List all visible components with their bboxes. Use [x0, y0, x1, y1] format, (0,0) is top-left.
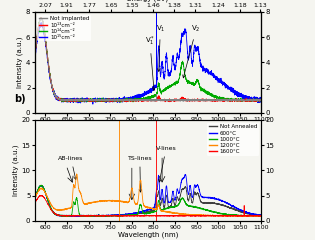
Text: TS-lines: TS-lines: [128, 156, 152, 192]
X-axis label: Energy (eV): Energy (eV): [128, 0, 169, 1]
Y-axis label: Intensity (a.u.): Intensity (a.u.): [17, 37, 23, 88]
Text: V$_2$: V$_2$: [183, 24, 201, 78]
Text: AB-lines: AB-lines: [58, 156, 84, 180]
X-axis label: Energy (eV): Energy (eV): [128, 103, 169, 109]
Text: V$_1$: V$_1$: [156, 24, 165, 72]
Text: V-lines: V-lines: [156, 146, 176, 182]
Text: V$_1^*$: V$_1^*$: [145, 35, 155, 90]
X-axis label: Wavelength (nm): Wavelength (nm): [118, 231, 178, 238]
Legend: Not implanted, 10¹³cm⁻², 10¹⁴cm⁻², 10¹⁵cm⁻²: Not implanted, 10¹³cm⁻², 10¹⁴cm⁻², 10¹⁵c…: [37, 15, 91, 42]
Text: b): b): [14, 94, 26, 104]
Y-axis label: Intensity (a.u.): Intensity (a.u.): [12, 145, 19, 196]
Legend: Not Annealed, 600°C, 1000°C, 1200°C, 1600°C: Not Annealed, 600°C, 1000°C, 1200°C, 160…: [207, 123, 259, 156]
